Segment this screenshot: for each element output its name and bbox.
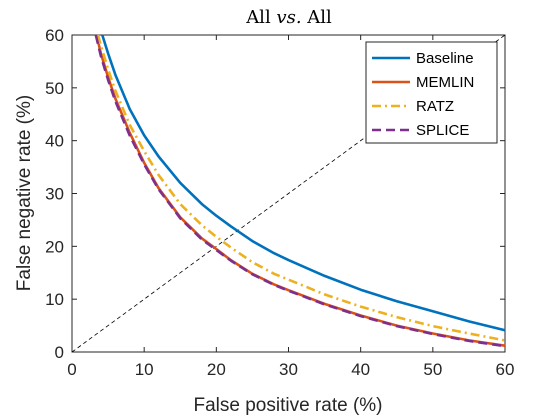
x-tick-label: 0 [67,360,76,379]
y-tick-label: 10 [45,290,64,309]
legend-label-ratz: RATZ [416,98,454,115]
y-tick-label: 20 [45,237,64,256]
tick-labels: 0 10 20 30 40 50 60 0 10 20 30 40 50 60 [45,26,514,379]
x-tick-label: 60 [496,360,515,379]
legend-label-baseline: Baseline [416,50,474,67]
y-tick-label: 40 [45,132,64,151]
y-tick-label: 0 [55,343,64,362]
legend-label-memlin: MEMLIN [416,74,474,91]
x-tick-label: 30 [279,360,298,379]
chart-title-part-2: vs. [276,7,301,28]
chart-title: All vs. All [245,7,332,28]
series-line-baseline [101,34,506,332]
axis-ticks [71,34,506,353]
x-tick-label: 10 [135,360,154,379]
legend: Baseline MEMLIN RATZ SPLICE [365,41,498,144]
x-tick-label: 20 [207,360,226,379]
chart-title-part-1: All [245,7,276,28]
y-axis-label: False negative rate (%) [14,95,35,291]
x-axis-label: False positive rate (%) [193,395,382,416]
legend-label-splice: SPLICE [416,122,469,139]
series-line-ratz [96,34,506,342]
chart-title-part-3: All [302,7,332,28]
x-tick-label: 50 [423,360,442,379]
x-tick-label: 40 [351,360,370,379]
y-tick-label: 30 [45,185,64,204]
diagonal-reference-line [71,34,506,353]
series-lines [94,34,506,348]
series-line-splice [94,34,506,348]
legend-items: Baseline MEMLIN RATZ SPLICE [372,50,474,139]
y-tick-label: 50 [45,79,64,98]
y-tick-label: 60 [45,26,64,45]
